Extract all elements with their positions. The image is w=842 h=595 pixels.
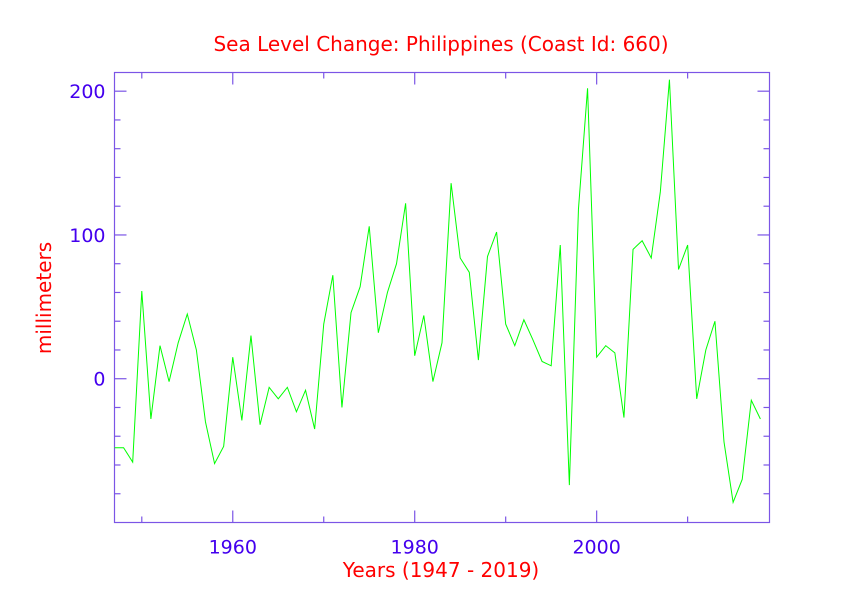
axis-ticks [114, 72, 770, 523]
plot-frame [113, 71, 771, 524]
y-tick-label: 100 [69, 225, 105, 247]
x-tick-labels: 1960 1980 2000 [209, 537, 621, 559]
x-tick-label: 2000 [572, 537, 620, 559]
y-tick-label: 0 [93, 369, 105, 391]
y-tick-label: 200 [69, 81, 105, 103]
x-axis-label: Years (1947 - 2019) [342, 558, 539, 582]
x-tick-label: 1980 [391, 537, 439, 559]
sea-level-series-line [114, 79, 761, 505]
x-tick-label: 1960 [209, 537, 257, 559]
y-tick-labels: 0 100 200 [69, 81, 105, 391]
chart-title: Sea Level Change: Philippines (Coast Id:… [213, 32, 668, 56]
y-axis-label: millimeters [32, 242, 56, 354]
